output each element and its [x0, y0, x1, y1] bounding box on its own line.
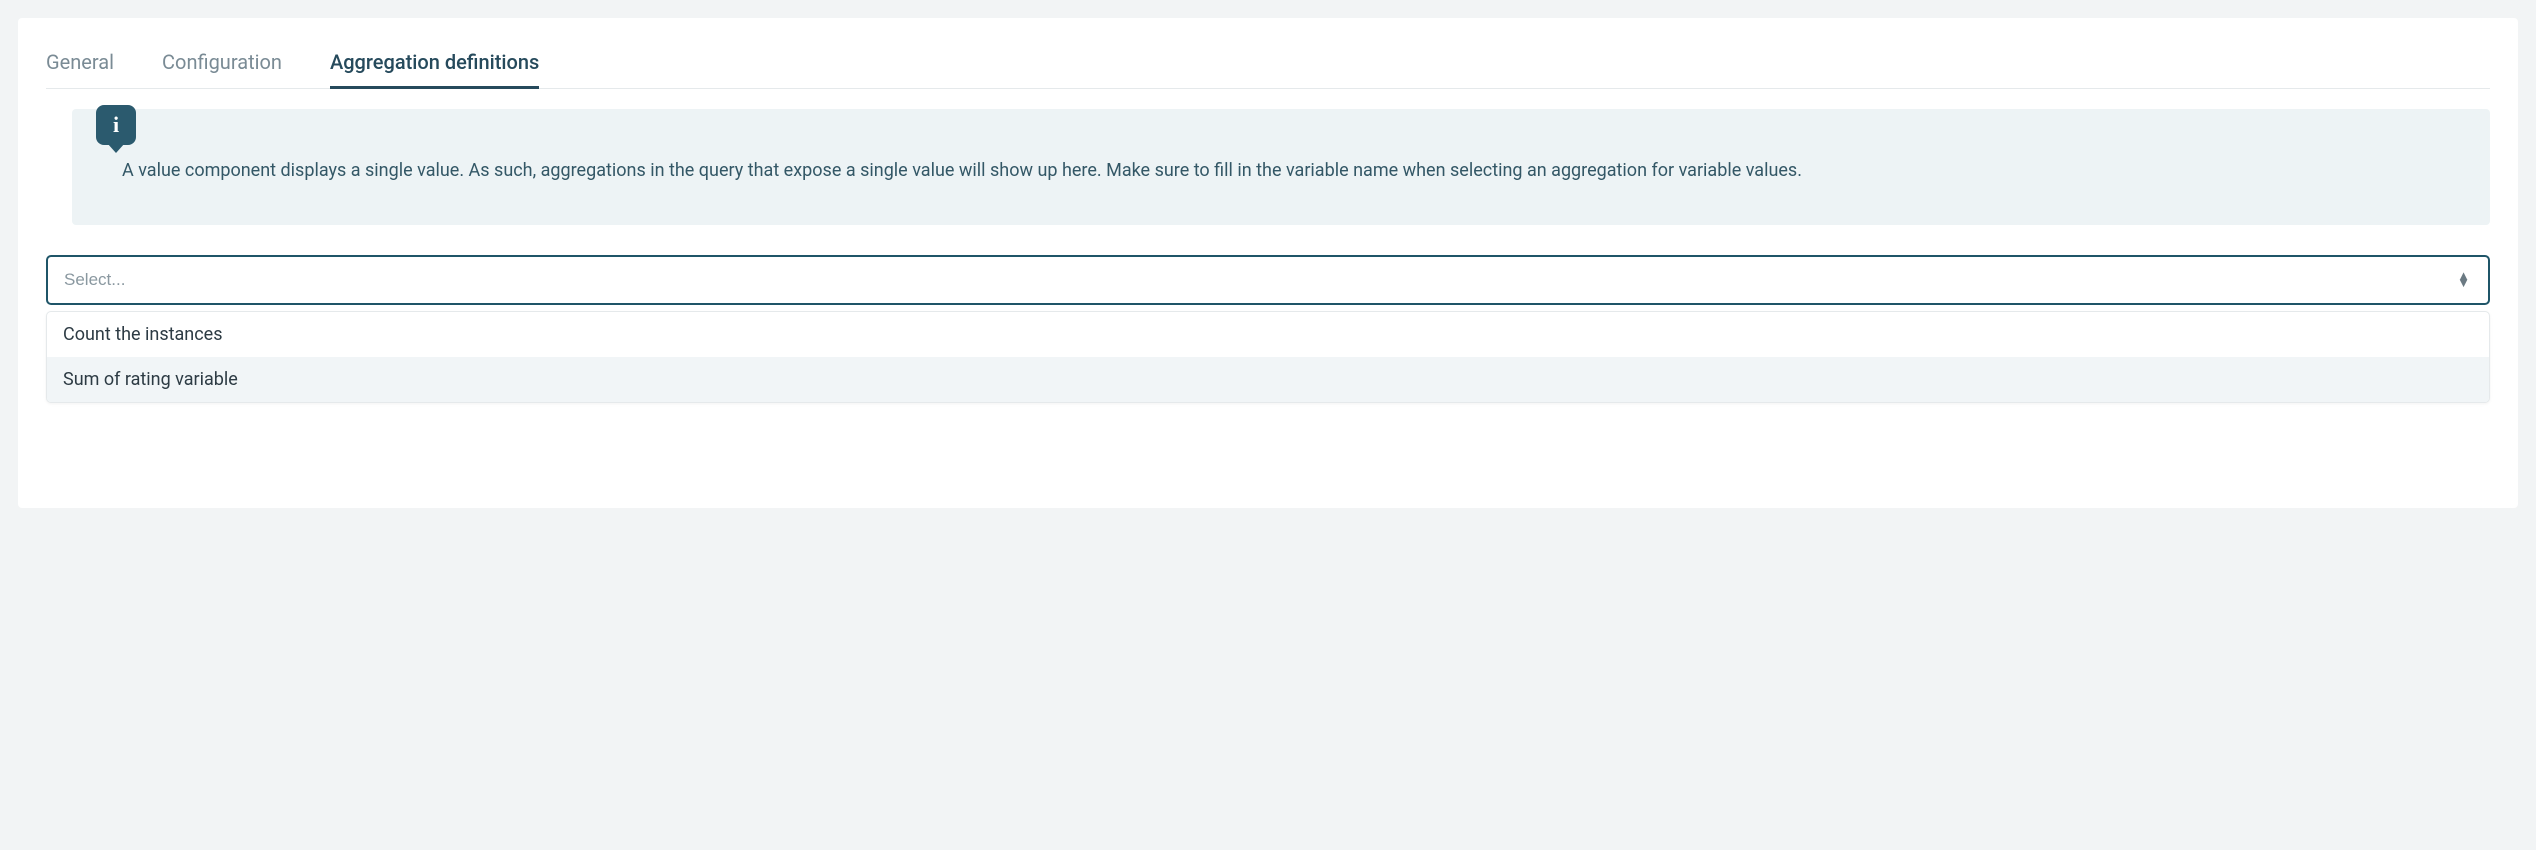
option-count-instances[interactable]: Count the instances — [47, 312, 2489, 357]
info-icon: i — [96, 105, 136, 145]
option-sum-rating-variable[interactable]: Sum of rating variable — [47, 357, 2489, 402]
aggregation-select-control[interactable]: ▲▼ — [46, 255, 2490, 305]
settings-card: General Configuration Aggregation defini… — [18, 18, 2518, 508]
tab-general[interactable]: General — [46, 40, 114, 88]
aggregation-select-options: Count the instances Sum of rating variab… — [46, 311, 2490, 403]
tab-aggregation-definitions[interactable]: Aggregation definitions — [330, 40, 539, 88]
tab-configuration[interactable]: Configuration — [162, 40, 282, 88]
chevron-up-down-icon[interactable]: ▲▼ — [2453, 273, 2474, 287]
info-callout: i A value component displays a single va… — [72, 109, 2490, 225]
aggregation-select: ▲▼ Count the instances Sum of rating var… — [46, 255, 2490, 403]
aggregation-select-input[interactable] — [62, 269, 2453, 291]
tab-bar: General Configuration Aggregation defini… — [46, 40, 2490, 89]
info-text: A value component displays a single valu… — [122, 157, 2440, 185]
